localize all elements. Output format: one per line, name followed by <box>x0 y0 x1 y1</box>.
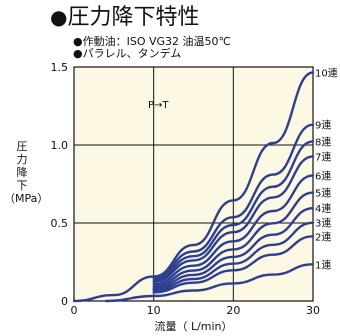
y-axis-label: 圧力降下 （MPa） <box>4 140 49 205</box>
flow-path-annotation: P→T <box>148 100 169 111</box>
series-label: 10連 <box>315 66 338 79</box>
y-tick-label: 0.5 <box>51 217 69 230</box>
series-line <box>152 221 315 292</box>
heading-title: 圧力降下特性 <box>67 5 200 30</box>
series-line <box>152 174 315 286</box>
series-label: 4連 <box>315 202 331 215</box>
x-tick-label: 0 <box>71 304 78 317</box>
y-tick-label: 0 <box>61 295 68 308</box>
circuit-type-note: ●パラレル、タンデム <box>73 47 182 60</box>
y-axis-title: 圧力降下 <box>16 140 28 192</box>
x-tick-label: 30 <box>306 304 320 317</box>
y-tick-label: 1.0 <box>51 139 69 152</box>
plot-area <box>74 67 313 301</box>
y-tick-label: 1.5 <box>51 61 69 74</box>
x-axis-label: 流量（ L/min） <box>154 319 232 333</box>
plot-frame <box>73 66 314 302</box>
series-label: 1連 <box>315 258 331 271</box>
series-label: 2連 <box>315 230 331 243</box>
series-label: 3連 <box>315 217 331 230</box>
oil-condition-note: ●作動油：ISO VG32 油温50℃ <box>73 35 231 48</box>
series-line <box>152 123 315 279</box>
x-tick-label: 20 <box>226 304 240 317</box>
y-axis-unit: （MPa） <box>4 192 49 205</box>
series-line <box>104 263 315 303</box>
chart-heading: ●圧力降下特性 <box>50 4 199 31</box>
series-line <box>152 207 315 290</box>
series-label: 6連 <box>315 169 331 182</box>
series-label: 7連 <box>315 150 331 163</box>
series-line <box>152 155 315 283</box>
series-line <box>152 235 315 294</box>
heading-bullet: ● <box>50 5 68 29</box>
series-line <box>152 140 315 281</box>
series-label: 8連 <box>315 135 331 148</box>
series-line <box>72 71 315 303</box>
series-label: 5連 <box>315 187 331 200</box>
x-tick-label: 10 <box>147 304 161 317</box>
series-label: 9連 <box>315 119 331 132</box>
series-line <box>152 191 315 288</box>
